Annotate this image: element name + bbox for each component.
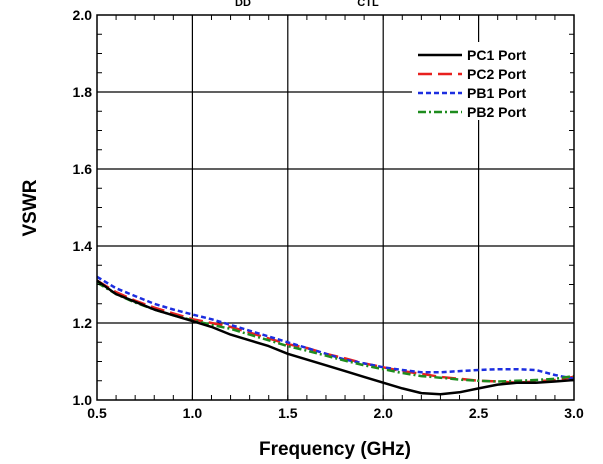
y-tick-label: 1.0	[73, 392, 93, 408]
y-tick-label: 2.0	[73, 7, 93, 23]
x-axis-title: Frequency (GHz)	[259, 439, 411, 460]
x-tick-label: 2.5	[469, 405, 489, 421]
series-lines	[96, 275, 575, 396]
legend-label-pb2: PB2 Port	[467, 104, 526, 120]
x-tick-label: 3.0	[564, 405, 584, 421]
x-tick-label: 1.5	[278, 405, 298, 421]
series-line-pc1-port	[96, 279, 575, 396]
top-fragment-dd: DD	[235, 0, 251, 9]
legend: PC1 Port PC2 Port PB1 Port PB2 Port	[412, 42, 570, 120]
series-line-pb1-port	[96, 275, 575, 381]
legend-label-pb1: PB1 Port	[467, 85, 526, 101]
x-tick-label: 0.5	[87, 405, 107, 421]
top-fragment-ctl: CTL	[357, 0, 379, 9]
y-axis-title: VSWR	[20, 179, 41, 236]
x-tick-label: 2.0	[373, 405, 393, 421]
y-tick-label: 1.2	[73, 315, 93, 331]
legend-entry-pc1: PC1 Port	[418, 47, 526, 63]
y-tick-label: 1.8	[73, 84, 93, 100]
x-tick-label: 1.0	[183, 405, 203, 421]
y-tick-label: 1.6	[73, 161, 93, 177]
legend-label-pc1: PC1 Port	[467, 47, 526, 63]
y-tick-label: 1.4	[73, 238, 93, 254]
legend-entry-pb1: PB1 Port	[418, 85, 526, 101]
legend-label-pc2: PC2 Port	[467, 66, 526, 82]
legend-entry-pb2: PB2 Port	[418, 104, 526, 120]
legend-entry-pc2: PC2 Port	[418, 66, 526, 82]
top-clipped-text: DD CTL	[235, 0, 379, 9]
series-line-pb2-port	[96, 281, 575, 383]
ticks: 0.5 1.0 1.5 2.0 2.5 3.01.01.21.41.61.82.0	[73, 7, 584, 421]
